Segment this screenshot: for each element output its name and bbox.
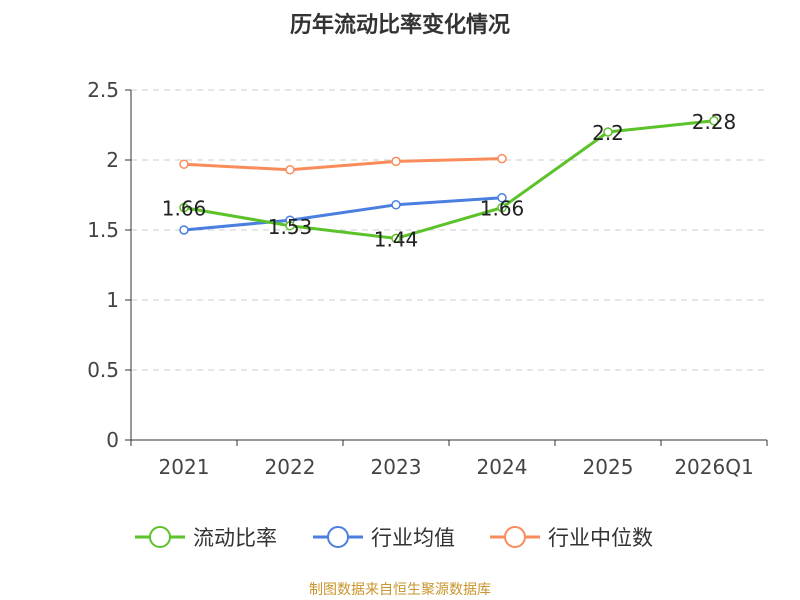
data-point <box>179 159 189 169</box>
y-tick-label: 2.5 <box>87 78 119 102</box>
data-point <box>285 165 295 175</box>
data-point <box>497 202 507 213</box>
data-label: 1.66 <box>162 197 207 221</box>
data-point <box>497 153 507 164</box>
data-point <box>391 233 401 244</box>
data-point <box>497 193 507 203</box>
x-tick-label: 2022 <box>265 455 316 479</box>
data-point <box>285 221 295 231</box>
data-point <box>391 156 401 167</box>
source-note: 制图数据来自恒生聚源数据库 <box>309 582 491 598</box>
x-tick-label: 2026Q1 <box>674 455 753 479</box>
data-point <box>179 225 189 235</box>
data-point <box>391 200 401 210</box>
x-tick-label: 2025 <box>583 455 634 479</box>
x-tick-label: 2021 <box>159 455 210 479</box>
legend-label: 流动比率 <box>193 526 277 550</box>
y-tick-label: 2 <box>106 148 119 172</box>
series-line <box>183 196 503 232</box>
y-tick-label: 0.5 <box>87 358 119 382</box>
data-label: 2.2 <box>592 121 624 145</box>
legend-marker <box>327 526 349 548</box>
chart-title: 历年流动比率变化情况 <box>290 12 510 38</box>
legend-label: 行业均值 <box>371 526 455 550</box>
series-line <box>183 119 715 240</box>
data-point <box>603 127 613 137</box>
data-point <box>179 202 189 213</box>
legend-label: 行业中位数 <box>548 526 653 550</box>
legend-marker <box>149 526 171 548</box>
x-tick-label: 2024 <box>477 455 528 479</box>
data-label: 1.44 <box>374 227 419 251</box>
data-label: 2.28 <box>692 110 737 134</box>
legend-marker <box>504 526 526 548</box>
series-line <box>183 157 503 172</box>
y-tick-label: 1.5 <box>87 218 119 242</box>
data-label: 1.53 <box>268 215 313 239</box>
data-point <box>709 116 719 126</box>
y-tick-label: 0 <box>106 428 119 452</box>
y-tick-label: 1 <box>106 288 119 312</box>
x-tick-label: 2023 <box>371 455 422 479</box>
data-label: 1.66 <box>480 197 525 221</box>
